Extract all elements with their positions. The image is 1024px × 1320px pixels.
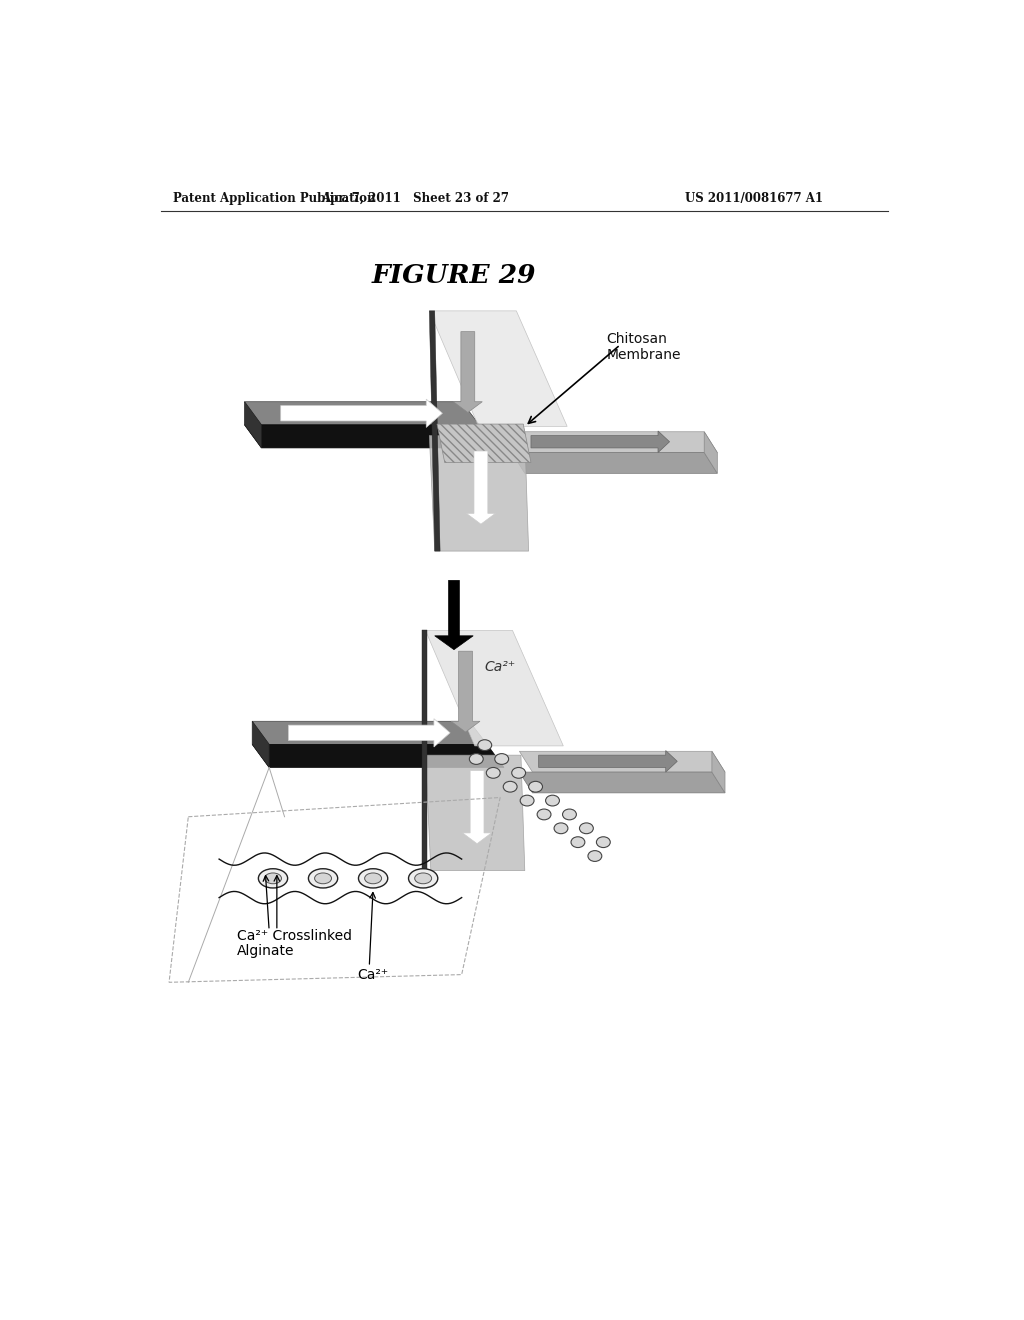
Ellipse shape	[314, 873, 332, 884]
Ellipse shape	[546, 795, 559, 807]
Ellipse shape	[469, 754, 483, 764]
Text: FIGURE 29: FIGURE 29	[372, 263, 537, 288]
Polygon shape	[463, 771, 492, 843]
Polygon shape	[429, 312, 440, 552]
Polygon shape	[425, 631, 563, 746]
Polygon shape	[245, 401, 261, 447]
Polygon shape	[712, 751, 725, 793]
Text: Patent Application Publication: Patent Application Publication	[173, 191, 376, 205]
Ellipse shape	[365, 873, 382, 884]
Polygon shape	[519, 751, 725, 772]
Polygon shape	[467, 451, 496, 524]
Text: Ca²⁺ Crosslinked: Ca²⁺ Crosslinked	[237, 929, 352, 942]
Text: Ca²⁺: Ca²⁺	[357, 968, 389, 982]
Polygon shape	[435, 581, 473, 649]
Polygon shape	[454, 331, 482, 412]
Text: Alginate: Alginate	[237, 945, 294, 958]
Ellipse shape	[528, 781, 543, 792]
Polygon shape	[451, 651, 480, 733]
Polygon shape	[539, 751, 677, 772]
Text: Alginate: Alginate	[310, 726, 370, 739]
Polygon shape	[437, 424, 531, 462]
Polygon shape	[425, 755, 524, 871]
Ellipse shape	[512, 767, 525, 779]
Ellipse shape	[588, 850, 602, 862]
Ellipse shape	[358, 869, 388, 888]
Ellipse shape	[520, 795, 535, 807]
Ellipse shape	[258, 869, 288, 888]
Ellipse shape	[571, 837, 585, 847]
Polygon shape	[512, 432, 717, 453]
Polygon shape	[281, 399, 442, 428]
Polygon shape	[429, 436, 528, 552]
Polygon shape	[289, 718, 451, 747]
Polygon shape	[512, 453, 717, 474]
Ellipse shape	[538, 809, 551, 820]
Ellipse shape	[503, 781, 517, 792]
Polygon shape	[531, 430, 670, 453]
Polygon shape	[705, 432, 717, 474]
Ellipse shape	[415, 873, 432, 884]
Ellipse shape	[264, 873, 282, 884]
Polygon shape	[422, 631, 427, 871]
Polygon shape	[252, 721, 269, 767]
Ellipse shape	[409, 869, 438, 888]
Ellipse shape	[478, 739, 492, 751]
Ellipse shape	[562, 809, 577, 820]
Ellipse shape	[580, 822, 593, 834]
Text: Ca²⁺: Ca²⁺	[484, 660, 516, 673]
Ellipse shape	[495, 754, 509, 764]
Text: US 2011/0081677 A1: US 2011/0081677 A1	[685, 191, 823, 205]
Ellipse shape	[308, 869, 338, 888]
Polygon shape	[519, 772, 725, 793]
Polygon shape	[245, 401, 479, 425]
Text: Chitosan
Membrane: Chitosan Membrane	[606, 331, 681, 362]
Polygon shape	[252, 744, 504, 767]
Polygon shape	[245, 425, 497, 447]
Polygon shape	[252, 721, 487, 744]
Ellipse shape	[596, 837, 610, 847]
Ellipse shape	[486, 767, 500, 779]
Polygon shape	[429, 312, 567, 426]
Ellipse shape	[554, 822, 568, 834]
Text: Apr. 7, 2011   Sheet 23 of 27: Apr. 7, 2011 Sheet 23 of 27	[322, 191, 510, 205]
